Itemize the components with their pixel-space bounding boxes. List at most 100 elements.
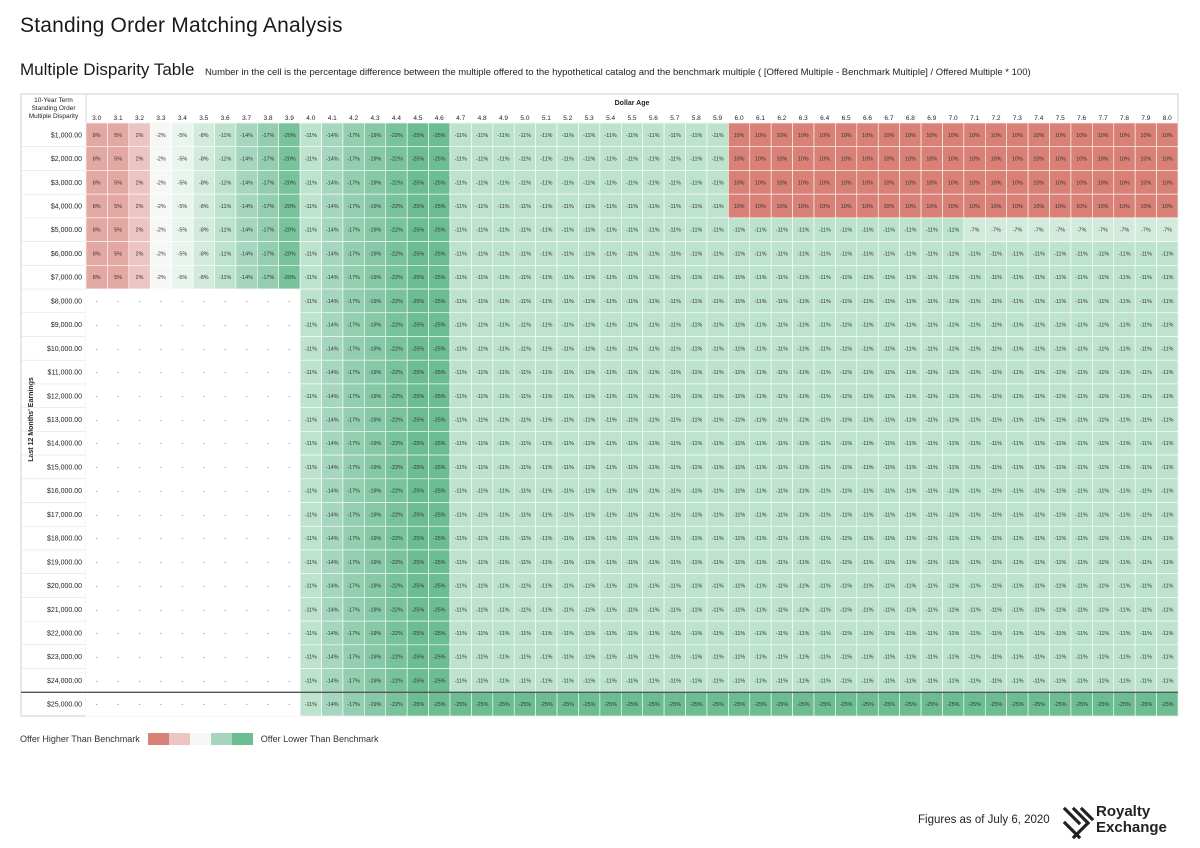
cell-value: -11% bbox=[926, 560, 938, 566]
cell-value: -11% bbox=[669, 228, 681, 234]
cell-value: 10% bbox=[926, 204, 937, 210]
cell-value: - bbox=[96, 489, 98, 495]
cell-value: 10% bbox=[1012, 180, 1023, 186]
cell-value: -11% bbox=[1011, 560, 1023, 566]
cell-value: -11% bbox=[669, 678, 681, 684]
cell-value: -11% bbox=[990, 560, 1002, 566]
cell-value: -11% bbox=[455, 560, 467, 566]
column-label: 6.6 bbox=[863, 115, 872, 122]
cell-value: -11% bbox=[776, 678, 788, 684]
column-label: 5.4 bbox=[606, 115, 615, 122]
cell-value: -11% bbox=[476, 323, 488, 329]
cell-value: - bbox=[181, 702, 183, 708]
cell-value: -11% bbox=[1140, 631, 1152, 637]
cell-value: 10% bbox=[1012, 157, 1023, 163]
row-label: $21,000.00 bbox=[47, 607, 82, 614]
cell-value: -11% bbox=[797, 512, 809, 518]
cell-value: -11% bbox=[604, 204, 616, 210]
cell-value: -11% bbox=[647, 607, 659, 613]
cell-value: -11% bbox=[968, 346, 980, 352]
cell-value: -11% bbox=[1097, 678, 1109, 684]
cell-value: -11% bbox=[476, 157, 488, 163]
cell-value: -19% bbox=[369, 228, 382, 234]
cell-value: -11% bbox=[1033, 323, 1045, 329]
cell-value: - bbox=[160, 489, 162, 495]
cell-value: -11% bbox=[562, 370, 574, 376]
cell-value: -11% bbox=[647, 655, 659, 661]
cell-value: -11% bbox=[669, 607, 681, 613]
cell-value: - bbox=[289, 560, 291, 566]
cell-value: -11% bbox=[926, 607, 938, 613]
cell-value: - bbox=[96, 346, 98, 352]
cell-value: -17% bbox=[347, 251, 360, 257]
cell-value: -11% bbox=[1076, 584, 1088, 590]
cell-value: -11% bbox=[947, 465, 959, 471]
cell-value: -19% bbox=[369, 536, 382, 542]
cell-value: - bbox=[139, 584, 141, 590]
column-label: 6.3 bbox=[799, 115, 808, 122]
cell-value: -11% bbox=[305, 702, 317, 708]
cell-value: -11% bbox=[840, 678, 852, 684]
cell-value: -19% bbox=[369, 299, 382, 305]
cell-value: -11% bbox=[669, 346, 681, 352]
cell-value: - bbox=[139, 441, 141, 447]
cell-value: -11% bbox=[519, 441, 531, 447]
cell-value: 10% bbox=[1012, 133, 1023, 139]
cell-value: -11% bbox=[840, 228, 852, 234]
cell-value: -11% bbox=[690, 204, 702, 210]
cell-value: -11% bbox=[754, 275, 766, 281]
cell-value: -11% bbox=[712, 370, 724, 376]
row-label: $18,000.00 bbox=[47, 536, 82, 543]
cell-value: -11% bbox=[540, 157, 552, 163]
cell-value: -11% bbox=[583, 346, 595, 352]
cell-value: -11% bbox=[1054, 489, 1066, 495]
cell-value: -25% bbox=[626, 702, 639, 708]
cell-value: -11% bbox=[519, 560, 531, 566]
cell-value: -11% bbox=[690, 394, 702, 400]
cell-value: -14% bbox=[326, 418, 339, 424]
cell-value: -11% bbox=[604, 607, 616, 613]
cell-value: -11% bbox=[712, 465, 724, 471]
cell-value: -11% bbox=[797, 299, 809, 305]
cell-value: - bbox=[246, 418, 248, 424]
cell-value: -17% bbox=[262, 204, 275, 210]
cell-value: -11% bbox=[926, 536, 938, 542]
cell-value: -11% bbox=[604, 489, 616, 495]
cell-value: -25% bbox=[433, 323, 446, 329]
cell-value: -11% bbox=[1076, 607, 1088, 613]
cell-value: -11% bbox=[712, 323, 724, 329]
cell-value: -11% bbox=[1033, 678, 1045, 684]
cell-value: -5% bbox=[178, 275, 188, 281]
cell-value: -11% bbox=[540, 370, 552, 376]
cell-value: -11% bbox=[647, 512, 659, 518]
column-label: 3.4 bbox=[178, 115, 187, 122]
cell-value: - bbox=[203, 418, 205, 424]
cell-value: -11% bbox=[1076, 655, 1088, 661]
cell-value: -2% bbox=[156, 275, 166, 281]
cell-value: 10% bbox=[1033, 133, 1044, 139]
row-label: $7,000.00 bbox=[51, 275, 82, 282]
cell-value: - bbox=[289, 465, 291, 471]
cell-value: -11% bbox=[669, 275, 681, 281]
cell-value: -11% bbox=[219, 180, 231, 186]
cell-value: -11% bbox=[690, 299, 702, 305]
cell-value: -11% bbox=[583, 584, 595, 590]
cell-value: -17% bbox=[347, 441, 360, 447]
cell-value: -17% bbox=[347, 465, 360, 471]
cell-value: 10% bbox=[1033, 204, 1044, 210]
cell-value: -11% bbox=[840, 536, 852, 542]
row-label: $23,000.00 bbox=[47, 654, 82, 661]
cell-value: -11% bbox=[519, 204, 531, 210]
cell-value: - bbox=[289, 489, 291, 495]
cell-value: -11% bbox=[883, 394, 895, 400]
cell-value: -11% bbox=[305, 251, 317, 257]
cell-value: 10% bbox=[991, 157, 1002, 163]
cell-value: -11% bbox=[519, 655, 531, 661]
cell-value: -11% bbox=[519, 370, 531, 376]
cell-value: -11% bbox=[497, 157, 509, 163]
cell-value: -11% bbox=[690, 441, 702, 447]
cell-value: -7% bbox=[1141, 228, 1151, 234]
cell-value: -11% bbox=[626, 489, 638, 495]
cell-value: - bbox=[203, 441, 205, 447]
column-label: 7.7 bbox=[1099, 115, 1108, 122]
